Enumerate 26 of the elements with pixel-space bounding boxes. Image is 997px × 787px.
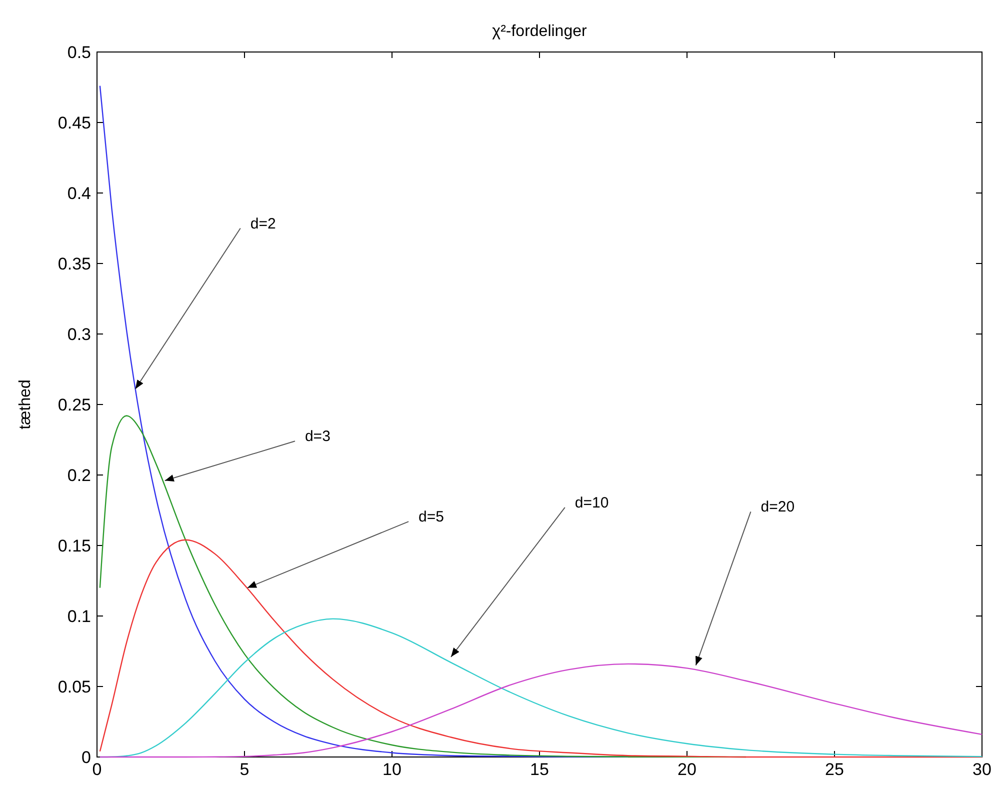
x-tick-label: 5 <box>240 760 250 779</box>
y-tick-label: 0.3 <box>67 325 91 344</box>
y-tick-label: 0.35 <box>58 254 91 274</box>
y-tick-label: 0.25 <box>58 396 91 414</box>
annotation: d=3 <box>304 428 330 446</box>
x-tick-label: 30 <box>972 760 992 779</box>
x-tick-label: 25 <box>825 760 844 779</box>
annotation: d=5 <box>418 508 444 526</box>
line-series <box>99 663 983 758</box>
y-tick-label: 0.05 <box>58 678 91 696</box>
y-tick-label: 0.15 <box>58 536 91 556</box>
y-tick-label: 0.4 <box>67 184 91 203</box>
x-tick-label: 20 <box>678 760 696 779</box>
line-series <box>99 539 983 758</box>
y-tick-label: 0.2 <box>67 466 91 485</box>
x-tick-label: 15 <box>530 760 549 779</box>
y-tick-label: 0.45 <box>58 114 91 132</box>
annotation: d=20 <box>760 498 795 516</box>
y-tick-label: 0.1 <box>67 607 91 626</box>
y-tick-label: 0.5 <box>67 43 91 62</box>
y-axis-title: tæthed <box>17 380 34 430</box>
annotation: d=2 <box>250 215 276 232</box>
chart-title: χ²-fordelinger <box>492 23 588 40</box>
x-tick-label: 10 <box>382 760 402 779</box>
annotation: d=10 <box>574 494 609 512</box>
y-tick-label: 0 <box>82 748 91 767</box>
